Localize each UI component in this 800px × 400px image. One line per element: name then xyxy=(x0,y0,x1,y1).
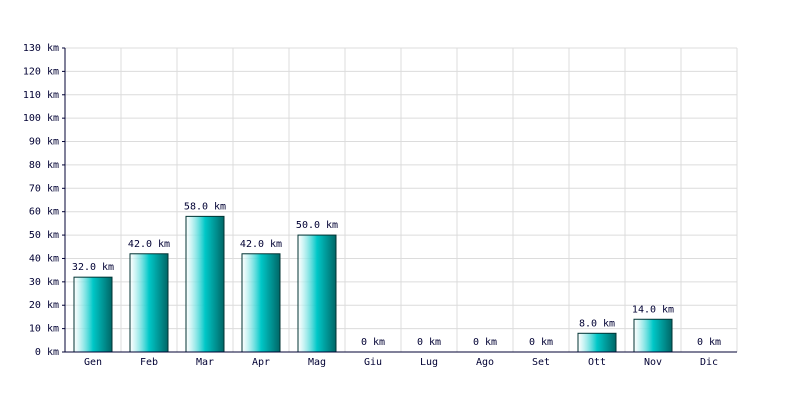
bar xyxy=(129,253,169,353)
y-tick-label: 70 km xyxy=(29,183,59,194)
y-tick-label: 110 km xyxy=(23,90,59,101)
x-tick-label: Mar xyxy=(196,357,214,368)
x-tick-label: Gen xyxy=(84,357,102,368)
value-label: 42.0 km xyxy=(128,239,170,250)
value-label: 50.0 km xyxy=(296,220,338,231)
y-tick-label: 100 km xyxy=(23,113,59,124)
x-tick-label: Nov xyxy=(644,357,662,368)
y-tick-label: 10 km xyxy=(29,324,59,335)
y-tick-label: 60 km xyxy=(29,207,59,218)
x-tick-label: Set xyxy=(532,357,550,368)
y-tick-label: 0 km xyxy=(35,347,59,358)
x-tick-label: Lug xyxy=(420,357,438,368)
x-tick-label: Ott xyxy=(588,357,606,368)
value-label: 42.0 km xyxy=(240,239,282,250)
y-tick-label: 50 km xyxy=(29,230,59,241)
bar xyxy=(577,332,617,353)
bar xyxy=(73,276,113,353)
bar xyxy=(185,215,225,353)
value-label: 58.0 km xyxy=(184,201,226,212)
value-label: 0 km xyxy=(361,337,385,348)
x-tick-label: Giu xyxy=(364,357,382,368)
value-label: 0 km xyxy=(697,337,721,348)
y-tick-label: 120 km xyxy=(23,66,59,77)
x-tick-label: Feb xyxy=(140,357,158,368)
y-tick-label: 30 km xyxy=(29,277,59,288)
y-tick-label: 20 km xyxy=(29,300,59,311)
value-label: 0 km xyxy=(417,337,441,348)
x-tick-label: Mag xyxy=(308,357,326,368)
y-tick-label: 40 km xyxy=(29,253,59,264)
value-label: 8.0 km xyxy=(579,318,615,329)
x-tick-label: Ago xyxy=(476,357,494,368)
bar xyxy=(297,234,337,353)
x-tick-label: Dic xyxy=(700,357,718,368)
y-tick-label: 130 km xyxy=(23,43,59,54)
bar xyxy=(633,318,673,353)
x-tick-label: Apr xyxy=(252,357,270,368)
value-label: 0 km xyxy=(473,337,497,348)
value-label: 14.0 km xyxy=(632,304,674,315)
y-tick-label: 80 km xyxy=(29,160,59,171)
y-tick-label: 90 km xyxy=(29,137,59,148)
value-label: 0 km xyxy=(529,337,553,348)
value-label: 32.0 km xyxy=(72,262,114,273)
bar xyxy=(241,253,281,353)
